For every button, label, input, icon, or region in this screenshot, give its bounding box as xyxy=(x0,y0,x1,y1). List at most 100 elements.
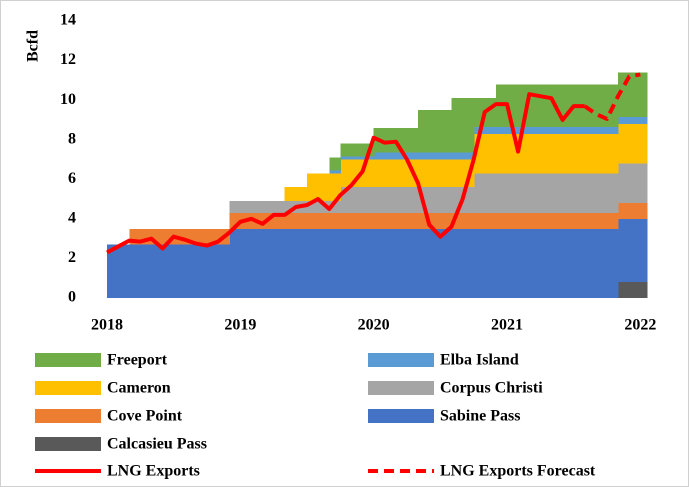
area-step xyxy=(340,187,352,213)
area-step xyxy=(584,133,597,174)
area-step xyxy=(251,228,264,298)
area-step xyxy=(373,159,386,188)
area-step xyxy=(329,173,341,202)
area-step xyxy=(129,244,141,298)
area-step xyxy=(173,244,186,298)
area-step xyxy=(618,123,630,164)
area-step xyxy=(407,212,419,229)
area-step xyxy=(495,212,508,229)
area-step xyxy=(629,116,641,124)
area-step xyxy=(462,212,475,229)
area-step xyxy=(307,173,319,202)
area-step xyxy=(584,126,597,134)
area-step xyxy=(607,212,619,229)
area-step xyxy=(362,159,375,188)
area-step xyxy=(484,133,497,174)
area-step xyxy=(162,228,175,245)
area-step xyxy=(362,228,375,298)
area-step xyxy=(440,159,452,188)
area-step xyxy=(440,212,452,229)
area-step xyxy=(418,152,430,160)
area-step xyxy=(573,126,586,134)
legend-label: LNG Exports Forecast xyxy=(440,463,596,480)
area-step xyxy=(484,228,497,298)
area-step xyxy=(573,228,586,298)
area-step xyxy=(562,173,575,213)
area-step xyxy=(340,212,352,229)
area-step xyxy=(440,152,452,160)
area-step xyxy=(107,244,119,298)
area-step xyxy=(462,187,475,213)
area-step xyxy=(551,173,564,213)
area-step xyxy=(473,98,486,127)
area-step xyxy=(462,228,475,298)
area-step xyxy=(195,244,208,298)
area-step xyxy=(429,152,441,160)
area-step xyxy=(329,212,341,229)
area-step xyxy=(451,212,464,229)
area-step xyxy=(518,228,530,298)
area-step xyxy=(462,152,475,160)
area-step xyxy=(484,126,497,134)
area-step xyxy=(595,133,608,174)
area-step xyxy=(307,201,319,213)
legend-label: Calcasieu Pass xyxy=(107,436,207,453)
legend-swatch xyxy=(368,409,434,423)
area-step xyxy=(551,126,564,134)
area-step xyxy=(562,84,575,127)
y-tick-label: 4 xyxy=(68,210,76,227)
legend-label: Elba Island xyxy=(440,352,519,369)
area-step xyxy=(595,212,608,229)
area-step xyxy=(184,244,197,298)
area-step xyxy=(373,212,386,229)
area-step xyxy=(507,228,519,298)
area-step xyxy=(495,173,508,213)
area-step xyxy=(351,143,364,157)
area-step xyxy=(584,84,597,127)
area-step xyxy=(529,84,541,127)
area-step xyxy=(351,187,364,213)
area-step xyxy=(184,228,197,245)
area-step xyxy=(407,228,419,298)
y-tick-label: 6 xyxy=(68,170,76,187)
area-step xyxy=(618,203,630,219)
area-step xyxy=(384,212,397,229)
areas xyxy=(107,72,648,298)
area-step xyxy=(129,228,141,245)
area-step xyxy=(395,159,408,188)
area-step xyxy=(640,116,648,124)
area-step xyxy=(473,228,486,298)
area-step xyxy=(640,123,648,164)
y-tick-label: 8 xyxy=(68,130,76,147)
area-step xyxy=(329,201,341,213)
area-step xyxy=(484,98,497,127)
area-step xyxy=(151,244,164,298)
area-step xyxy=(507,84,519,127)
area-step xyxy=(595,173,608,213)
area-step xyxy=(584,173,597,213)
area-step xyxy=(429,159,441,188)
area-step xyxy=(529,133,541,174)
x-tick-label: 2019 xyxy=(224,317,256,334)
area-step xyxy=(451,98,464,153)
area-step xyxy=(273,228,286,298)
lines xyxy=(106,72,641,255)
area-step xyxy=(629,203,641,219)
area-step xyxy=(395,152,408,160)
area-step xyxy=(473,133,486,174)
legend-swatch xyxy=(35,437,101,451)
area-step xyxy=(295,228,308,298)
area-step xyxy=(607,173,619,213)
area-step xyxy=(584,212,597,229)
area-step xyxy=(595,84,608,127)
area-step xyxy=(229,212,241,229)
area-step xyxy=(373,152,386,160)
area-step xyxy=(562,133,575,174)
area-step xyxy=(251,201,264,213)
legend-swatch xyxy=(368,353,434,367)
area-step xyxy=(384,159,397,188)
area-step xyxy=(529,228,541,298)
area-step xyxy=(495,228,508,298)
area-step xyxy=(284,228,297,298)
area-step xyxy=(573,212,586,229)
